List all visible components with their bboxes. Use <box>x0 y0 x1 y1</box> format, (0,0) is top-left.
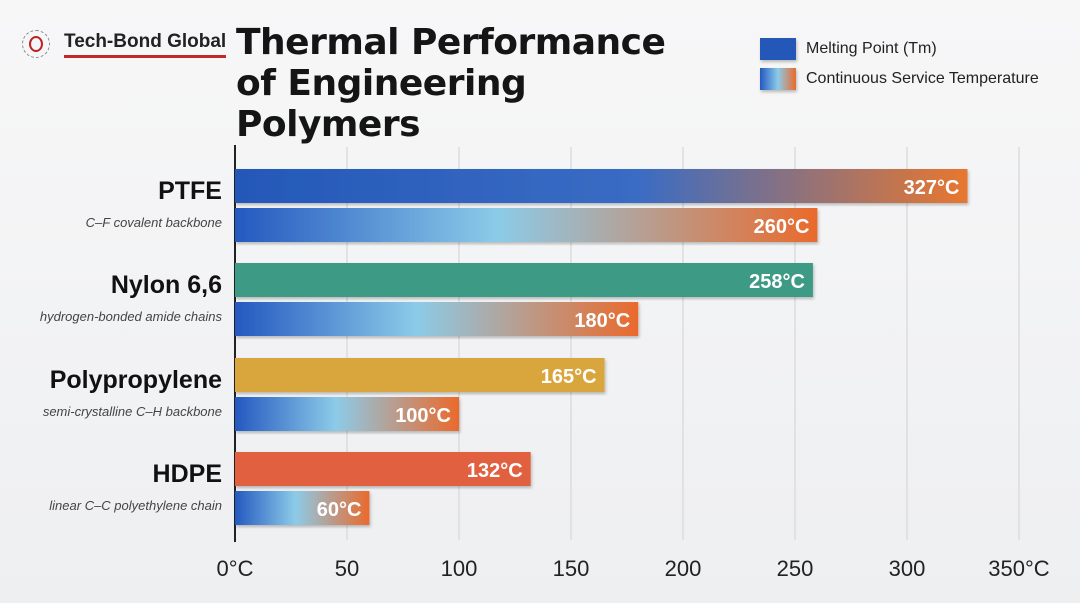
logo: Tech-Bond Global <box>22 30 227 58</box>
x-tick-label: 250 <box>777 556 814 581</box>
legend-item-service: Continuous Service Temperature <box>760 64 1039 94</box>
x-tick-label: 350°C <box>988 556 1050 581</box>
x-tick-label: 50 <box>335 556 359 581</box>
melt-bar <box>235 263 813 297</box>
category-subtitle: hydrogen-bonded amide chains <box>40 309 223 324</box>
chart-title: Thermal Performance of Engineering Polym… <box>236 22 666 145</box>
melt-bar <box>235 358 605 392</box>
data-label: 258°C <box>749 271 805 293</box>
legend-swatch <box>760 68 796 90</box>
category-label: PTFE <box>158 177 222 205</box>
category-subtitle: C–F covalent backbone <box>86 215 222 230</box>
data-label: 180°C <box>574 310 630 332</box>
category-subtitle: semi-crystalline C–H backbone <box>43 404 222 419</box>
data-label: 327°C <box>904 177 960 199</box>
service-bar <box>235 302 639 336</box>
data-label: 132°C <box>467 460 523 482</box>
legend-label: Melting Point (Tm) <box>806 40 937 57</box>
data-label: 100°C <box>395 405 451 427</box>
seal-icon <box>22 30 50 58</box>
legend-item-melt: Melting Point (Tm) <box>760 34 1039 64</box>
data-label: 165°C <box>541 366 597 388</box>
x-tick-label: 100 <box>441 556 478 581</box>
category-subtitle: linear C–C polyethylene chain <box>49 498 222 513</box>
x-tick-label: 200 <box>665 556 702 581</box>
data-label: 260°C <box>754 216 810 238</box>
service-bar <box>235 208 818 242</box>
legend-swatch <box>760 38 796 60</box>
melt-bar <box>235 169 968 203</box>
service-bar <box>235 491 370 525</box>
x-tick-label: 300 <box>889 556 926 581</box>
category-label: Nylon 6,6 <box>111 271 222 299</box>
category-label: HDPE <box>153 460 222 488</box>
service-bar <box>235 397 459 431</box>
melt-bar <box>235 452 531 486</box>
x-tick-label: 0°C <box>217 556 254 581</box>
legend-label: Continuous Service Temperature <box>806 70 1039 87</box>
legend: Melting Point (Tm) Continuous Service Te… <box>760 34 1039 94</box>
category-label: Polypropylene <box>50 366 222 394</box>
x-tick-label: 150 <box>553 556 590 581</box>
brand-name: Tech-Bond Global <box>64 31 227 58</box>
data-label: 60°C <box>317 499 362 521</box>
